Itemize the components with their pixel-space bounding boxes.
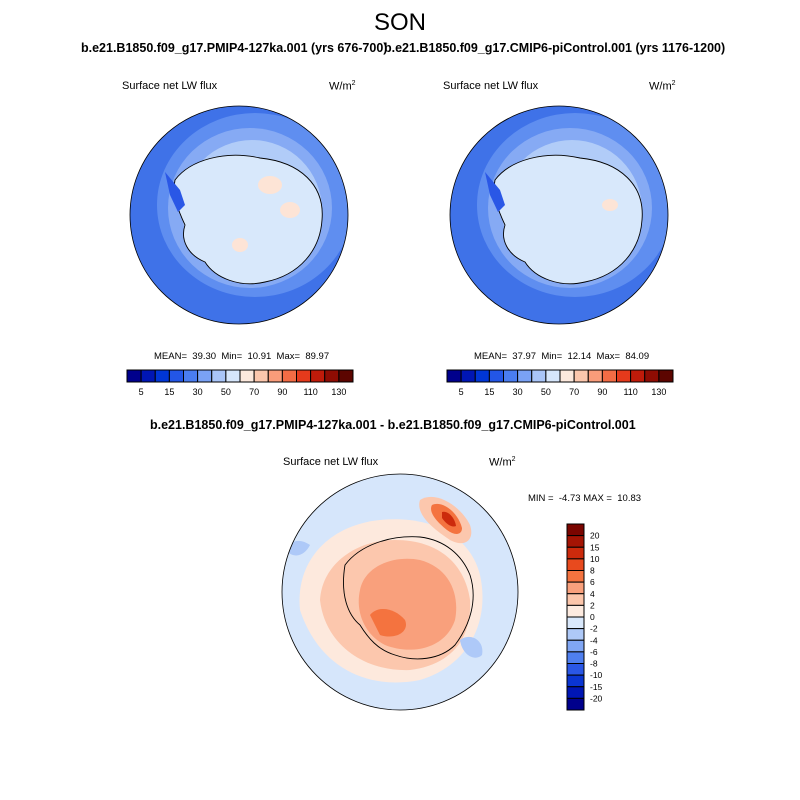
- diff-colorbar-box: [566, 570, 585, 583]
- diff-panel-variable-label: Surface net LW flux: [283, 456, 379, 468]
- panel-2-colorbar-label: 5: [459, 387, 464, 397]
- diff-colorbar-label: -20: [590, 693, 603, 703]
- diff-colorbar-box: [566, 616, 585, 630]
- panel-2-colorbar-label: 50: [541, 387, 551, 397]
- diff-colorbar-box: [566, 604, 585, 618]
- panel-2-colorbar-label: 30: [513, 387, 523, 397]
- diff-colorbar-box: [566, 546, 585, 560]
- diff-colorbar-label: 20: [590, 531, 600, 541]
- panel-1-title: b.e21.B1850.f09_g17.PMIP4-127ka.001 (yrs…: [81, 41, 388, 55]
- diff-colorbar-label: 10: [590, 554, 600, 564]
- diff-colorbar-label: 2: [590, 600, 595, 610]
- diff-colorbar-label: -8: [590, 659, 598, 669]
- panel-1-colorbar-box: [338, 369, 354, 383]
- panel-1-colorbar-label: 15: [164, 387, 174, 397]
- diff-colorbar-label: -6: [590, 647, 598, 657]
- diff-colorbar-box: [566, 674, 585, 688]
- diff-colorbar-box: [566, 663, 585, 676]
- panel-1-colorbar-label: 130: [331, 387, 346, 397]
- panel-2-colorbar-label: 15: [484, 387, 494, 397]
- diff-colorbar-box: [566, 558, 585, 571]
- diff-colorbar-box: [566, 523, 585, 537]
- diff-colorbar-label: -4: [590, 635, 598, 645]
- panel-2-colorbar-box: [658, 369, 674, 383]
- diff-panel-units-label: W/m2: [489, 456, 516, 469]
- panel-2-colorbar-label: 90: [597, 387, 607, 397]
- panel-2-variable-label: Surface net LW flux: [443, 80, 539, 92]
- panel-2-stats: MEAN= 37.97 Min= 12.14 Max= 84.09: [474, 351, 650, 362]
- diff-colorbar-box: [566, 593, 585, 606]
- panel-1-stats: MEAN= 39.30 Min= 10.91 Max= 89.97: [154, 351, 330, 362]
- panel-2-colorbar-label: 110: [623, 387, 637, 397]
- diff-colorbar-label: 8: [590, 566, 595, 576]
- diff-colorbar-box: [566, 639, 585, 653]
- diff-colorbar-box: [566, 651, 585, 664]
- diff-colorbar-label: 0: [590, 612, 595, 622]
- panel-2-title: b.e21.B1850.f09_g17.CMIP6-piControl.001 …: [384, 41, 726, 55]
- diff-colorbar-box: [566, 697, 585, 711]
- panel-1-variable-label: Surface net LW flux: [122, 80, 218, 92]
- panel-1-colorbar-label: 30: [193, 387, 203, 397]
- panel-1-units-label: W/m2: [329, 80, 356, 93]
- diff-colorbar-label: -2: [590, 624, 598, 634]
- diff-colorbar-label: 4: [590, 589, 595, 599]
- diff-colorbar-box: [566, 686, 585, 699]
- panel-1-colorbar-label: 5: [139, 387, 144, 397]
- diff-colorbar-box: [566, 535, 585, 548]
- panel-1-colorbar-label: 50: [221, 387, 231, 397]
- panel-1-colorbar-label: 110: [303, 387, 317, 397]
- panel-2-colorbar-label: 130: [651, 387, 666, 397]
- panel-2-colorbar: 5 15 30 50 70 90 110 130: [446, 369, 674, 397]
- diff-colorbar-label: -10: [590, 670, 603, 680]
- panel-2-colorbar-label: 70: [569, 387, 579, 397]
- diff-colorbar-label: -15: [590, 682, 603, 692]
- diff-panel-title: b.e21.B1850.f09_g17.PMIP4-127ka.001 - b.…: [150, 418, 636, 432]
- diff-colorbar-label: 6: [590, 577, 595, 587]
- panel-2-units-label: W/m2: [649, 80, 676, 93]
- diff-colorbar-label: 15: [590, 542, 600, 552]
- diff-panel-stats: MIN = -4.73 MAX = 10.83: [528, 493, 642, 504]
- diff-colorbar-box: [566, 581, 585, 595]
- panel-1-colorbar-label: 90: [277, 387, 287, 397]
- panel-1-colorbar-label: 70: [249, 387, 259, 397]
- figure-title: SON: [373, 9, 426, 36]
- diff-colorbar-box: [566, 628, 585, 641]
- panel-1-colorbar: 5 15 30 50 70 90 110 130: [126, 369, 354, 397]
